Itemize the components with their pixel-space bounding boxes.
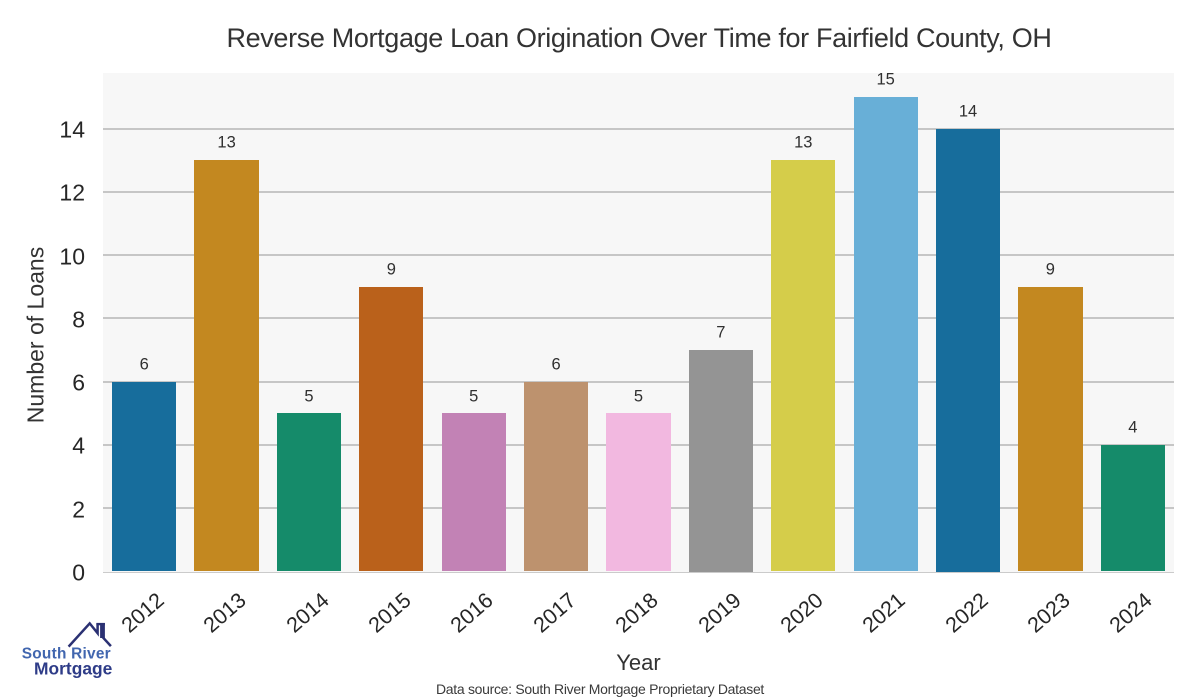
svg-text:South River: South River [22, 646, 111, 663]
svg-text:Mortgage: Mortgage [34, 659, 113, 679]
